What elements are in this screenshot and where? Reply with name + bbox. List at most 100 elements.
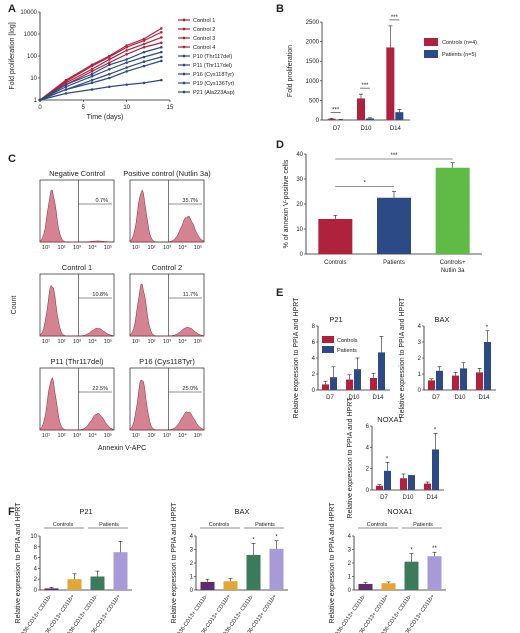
e-sig-label: * bbox=[486, 325, 489, 331]
e-y-label: Relative expression to PPIA and HPRT bbox=[347, 397, 354, 519]
a-data-point bbox=[108, 63, 111, 67]
a-data-point bbox=[160, 78, 163, 82]
panel-b-bar-chart: 0 500 1000 1500 2000 2500 Fold proliferation D7… bbox=[287, 15, 477, 132]
a-data-point bbox=[160, 41, 163, 45]
a-data-point bbox=[125, 70, 128, 73]
f-group-label: Patients bbox=[255, 522, 275, 528]
d-x-tick-label: Controls bbox=[324, 260, 346, 266]
e-bar bbox=[476, 372, 483, 390]
a-data-point bbox=[160, 30, 163, 34]
b-x-tick-label: D7 bbox=[333, 126, 341, 132]
d-y-tick-label: 40 bbox=[296, 152, 303, 158]
c-x-tick-label: 10¹ bbox=[42, 433, 50, 439]
f-bar bbox=[90, 576, 105, 590]
c-y-label: Count bbox=[11, 296, 18, 315]
a-data-point bbox=[160, 45, 163, 49]
e-y-tick-label: 4 bbox=[312, 356, 316, 362]
e-y-tick-label: 0 bbox=[366, 488, 370, 494]
e-bar bbox=[436, 370, 443, 390]
a-data-point bbox=[160, 36, 163, 39]
a-data-point bbox=[142, 60, 146, 64]
b-y-tick-label: 2500 bbox=[306, 20, 320, 26]
panel-label-e: E bbox=[276, 287, 283, 299]
c-gate-percent: 22.5% bbox=[92, 386, 108, 392]
c-x-tick-label: 10⁴ bbox=[178, 338, 187, 345]
f-y-label: Relative expression to PPIA and HPRT bbox=[329, 502, 336, 624]
b-bar bbox=[357, 98, 365, 120]
a-data-point bbox=[64, 92, 68, 95]
a-legend-marker bbox=[182, 54, 186, 58]
f-y-tick-label: 3 bbox=[348, 548, 352, 554]
a-legend-label: Control 3 bbox=[193, 36, 215, 42]
e-y-tick-label: 0 bbox=[418, 388, 422, 394]
d-x-tick-label: Patients bbox=[383, 260, 405, 266]
a-legend-label: Control 2 bbox=[193, 27, 215, 33]
c-x-tick-label: 10¹ bbox=[132, 339, 140, 345]
c-x-tick-label: 10² bbox=[148, 245, 156, 251]
b-legend-swatch bbox=[424, 38, 438, 46]
a-data-point bbox=[64, 88, 68, 91]
panel-d-bar-chart: 0 10 20 30 40 % of annexin V-positive cells Co… bbox=[283, 152, 482, 274]
e-plot-title: NOXA1 bbox=[377, 415, 402, 424]
c-x-tick-label: 10⁵ bbox=[194, 338, 202, 345]
a-data-point bbox=[90, 88, 94, 91]
d-y-tick-label: 0 bbox=[300, 252, 304, 258]
f-group-label: Controls bbox=[53, 522, 74, 528]
a-y-tick-label: 100 bbox=[27, 54, 38, 60]
a-legend-label: Control 4 bbox=[193, 45, 215, 51]
f-y-tick-label: 0 bbox=[34, 588, 38, 594]
a-legend-label: P16 (Cys118Tyr) bbox=[193, 72, 234, 78]
panel-label-c: C bbox=[8, 153, 16, 165]
c-x-tick-label: 10² bbox=[148, 339, 156, 345]
a-data-point bbox=[125, 58, 128, 61]
c-x-label: Annexin V-APC bbox=[98, 445, 146, 452]
c-gate-percent: 10.8% bbox=[92, 292, 108, 298]
c-x-tick-label: 10⁵ bbox=[194, 432, 202, 439]
b-y-tick-label: 2000 bbox=[306, 40, 320, 46]
f-bar bbox=[358, 583, 373, 590]
a-x-tick-label: 5 bbox=[82, 105, 86, 111]
f-plot-title: NOXA1 bbox=[387, 507, 412, 516]
a-data-point bbox=[90, 81, 94, 85]
b-legend-label: Patients (n=5) bbox=[442, 52, 477, 58]
e-bar bbox=[354, 369, 361, 390]
d-y-label: % of annexin V-positive cells bbox=[283, 159, 290, 248]
e-y-tick-label: 2 bbox=[312, 372, 316, 378]
a-data-point bbox=[125, 45, 128, 49]
a-data-point bbox=[142, 55, 146, 59]
b-bar bbox=[366, 118, 374, 120]
e-legend-label: Controls bbox=[337, 338, 358, 344]
a-legend-marker bbox=[182, 36, 186, 40]
c-x-tick-label: 10⁴ bbox=[88, 338, 97, 345]
d-bar bbox=[318, 219, 353, 254]
b-sig-label: *** bbox=[361, 83, 369, 89]
panel-label-d: D bbox=[276, 139, 284, 151]
panel-label-b: B bbox=[276, 3, 284, 15]
a-y-tick-label: 1000 bbox=[24, 32, 38, 38]
e-x-tick-label: D7 bbox=[432, 395, 440, 401]
a-data-point bbox=[142, 50, 146, 54]
panel-c-histograms: Negative Control 0.7% 10¹ 10² 10³ 10⁴ 10⁵ Posit… bbox=[11, 169, 211, 452]
f-plot-title: BAX bbox=[234, 507, 249, 516]
e-bar bbox=[408, 475, 415, 490]
d-y-tick-label: 10 bbox=[296, 227, 303, 233]
f-bar bbox=[44, 588, 59, 590]
e-x-tick-label: D14 bbox=[372, 395, 384, 401]
a-y-tick-label: 10 bbox=[30, 76, 37, 82]
f-y-tick-label: 4 bbox=[34, 566, 38, 572]
c-gate-percent: 11.7% bbox=[183, 292, 198, 298]
c-plot-title: Control 1 bbox=[62, 263, 92, 272]
c-x-tick-label: 10³ bbox=[163, 245, 171, 251]
c-histogram bbox=[39, 376, 115, 431]
f-y-tick-label: 2 bbox=[190, 561, 194, 567]
c-x-tick-label: 10⁴ bbox=[178, 244, 187, 251]
a-data-point bbox=[142, 42, 146, 46]
f-y-tick-label: 8 bbox=[34, 545, 38, 551]
a-legend-marker bbox=[182, 72, 186, 76]
f-bar bbox=[381, 583, 396, 590]
c-x-tick-label: 10¹ bbox=[132, 245, 140, 251]
a-data-point bbox=[90, 64, 94, 68]
d-y-tick-label: 20 bbox=[296, 202, 303, 208]
f-y-tick-label: 3 bbox=[190, 548, 194, 554]
